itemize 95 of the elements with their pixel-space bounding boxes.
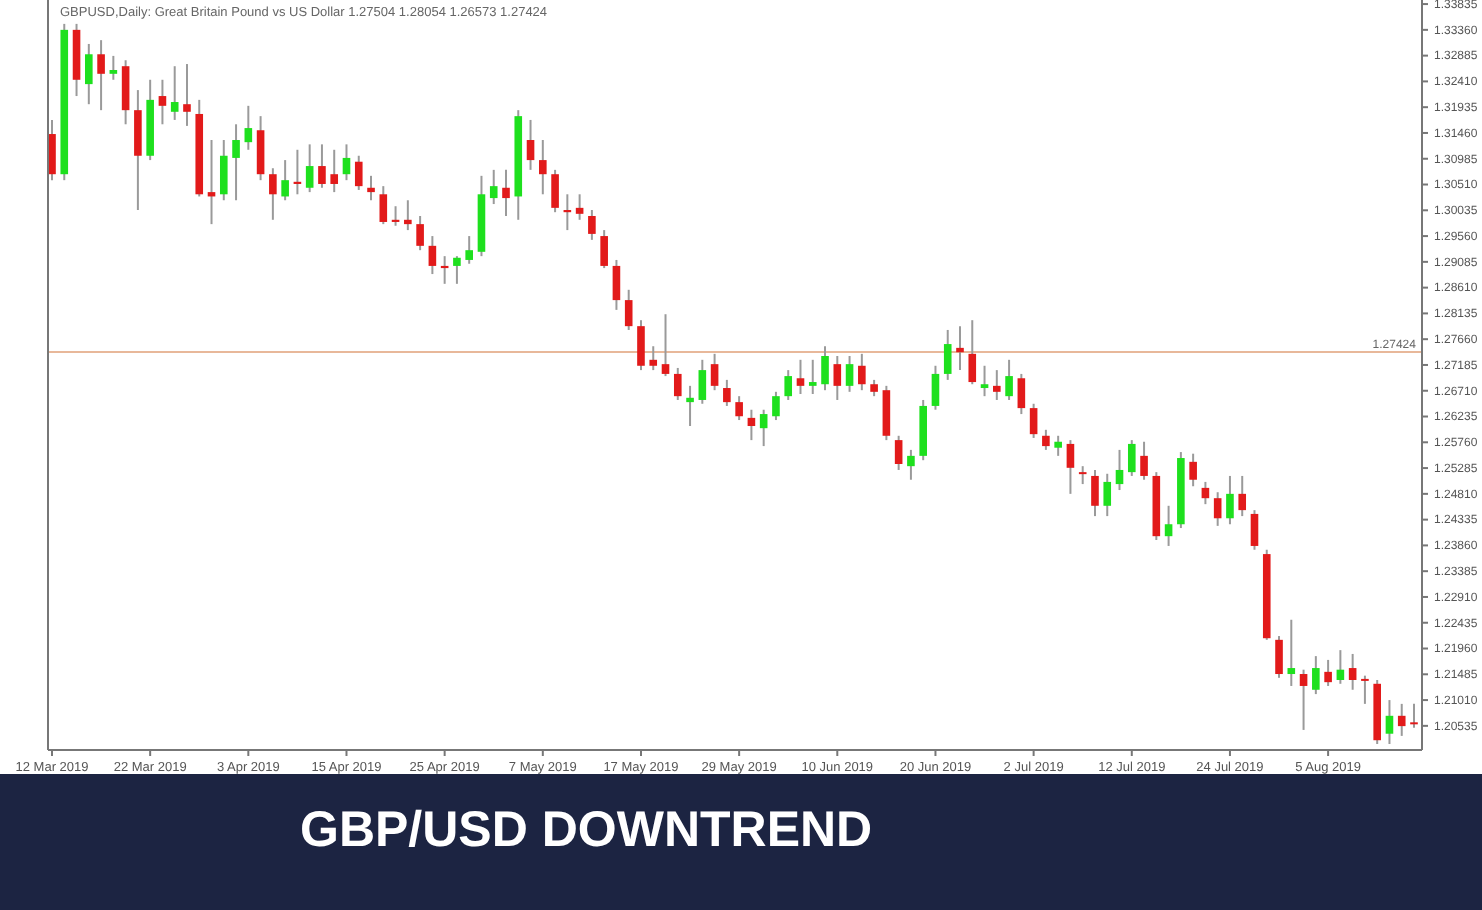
candlestick bbox=[1042, 428, 1050, 451]
candlestick bbox=[723, 378, 731, 407]
candlestick bbox=[993, 369, 1001, 401]
candlestick bbox=[1397, 702, 1406, 737]
candlestick bbox=[1336, 649, 1345, 685]
candlestick bbox=[1029, 402, 1038, 439]
candlestick bbox=[97, 39, 105, 112]
candlestick bbox=[1348, 652, 1357, 691]
candlestick bbox=[661, 313, 670, 378]
candlestick bbox=[109, 54, 118, 81]
candlestick bbox=[1127, 439, 1136, 477]
candlestick bbox=[882, 384, 891, 442]
candlestick bbox=[404, 199, 412, 232]
candlestick bbox=[1213, 491, 1222, 527]
candlestick bbox=[1299, 668, 1308, 731]
candlestick bbox=[1226, 474, 1234, 526]
candlestick bbox=[1103, 472, 1112, 518]
candlestick bbox=[1275, 635, 1283, 679]
candlestick bbox=[526, 118, 535, 171]
candlestick bbox=[624, 288, 633, 331]
candlestick bbox=[318, 143, 326, 189]
candlestick bbox=[1385, 699, 1394, 746]
candlestick bbox=[305, 143, 314, 194]
candlestick bbox=[453, 255, 461, 285]
candlestick bbox=[858, 352, 866, 392]
candlestick bbox=[1201, 480, 1210, 506]
candlestick bbox=[281, 159, 289, 202]
candlestick bbox=[637, 319, 645, 372]
candlestick bbox=[232, 123, 240, 202]
candlestick bbox=[931, 364, 940, 411]
candlestick bbox=[833, 355, 842, 401]
candlestick bbox=[600, 229, 608, 270]
candlestick bbox=[48, 118, 56, 182]
candlestick bbox=[821, 345, 829, 392]
candlestick bbox=[489, 168, 498, 206]
candlestick bbox=[183, 63, 191, 127]
candlestick bbox=[219, 139, 228, 202]
candlestick bbox=[1361, 674, 1369, 705]
candlestick bbox=[551, 168, 559, 214]
candlestick bbox=[796, 358, 805, 395]
text: GBP/USD DOWNTREND bbox=[300, 802, 873, 858]
candlestick bbox=[121, 59, 130, 126]
candlestick bbox=[1287, 618, 1296, 687]
candlestick bbox=[894, 434, 903, 471]
candlestick bbox=[170, 65, 179, 121]
candlestick bbox=[416, 214, 424, 252]
candlestick bbox=[367, 174, 375, 202]
candlestick bbox=[1324, 658, 1332, 687]
candlestick bbox=[256, 115, 265, 182]
candlestick bbox=[1164, 504, 1173, 547]
candlestick bbox=[85, 42, 93, 106]
candlestick bbox=[686, 384, 694, 428]
candlestick bbox=[772, 390, 780, 422]
candlestick bbox=[907, 448, 915, 481]
candlestick bbox=[1054, 434, 1062, 457]
candlestick bbox=[710, 352, 719, 392]
candlestick bbox=[269, 167, 277, 221]
candlestick bbox=[379, 185, 388, 226]
candlestick bbox=[588, 209, 596, 241]
candlestick bbox=[747, 408, 756, 442]
candlestick bbox=[943, 328, 952, 381]
candlestick bbox=[575, 193, 584, 221]
candlestick bbox=[1189, 452, 1197, 488]
candlestick bbox=[1312, 655, 1320, 696]
candlestick bbox=[956, 325, 964, 372]
candlestick bbox=[980, 364, 989, 398]
candlestick bbox=[330, 148, 339, 194]
candlestick bbox=[1410, 702, 1418, 729]
candlestick bbox=[342, 143, 351, 182]
candlestick bbox=[1238, 474, 1247, 518]
candlestick bbox=[735, 395, 743, 422]
candlestick bbox=[698, 358, 707, 405]
candlestick bbox=[808, 358, 817, 395]
candlestick bbox=[784, 369, 793, 401]
candlestick bbox=[428, 235, 437, 276]
candlestick bbox=[673, 366, 682, 401]
candlestick bbox=[1140, 440, 1148, 481]
candlestick bbox=[1250, 509, 1259, 551]
candlestick bbox=[759, 408, 768, 448]
candlestick bbox=[158, 78, 167, 126]
candlestick bbox=[1115, 448, 1124, 492]
candlestick bbox=[1066, 439, 1075, 495]
candlestick bbox=[134, 89, 142, 212]
candlestick bbox=[649, 345, 658, 372]
candlestick bbox=[612, 258, 621, 311]
candlestick bbox=[354, 154, 363, 191]
candlestick bbox=[502, 168, 510, 217]
candlestick bbox=[1005, 358, 1013, 401]
candlestick bbox=[1091, 468, 1099, 518]
candlestick bbox=[244, 104, 253, 151]
candlestick bbox=[539, 139, 547, 196]
candlestick bbox=[1017, 372, 1026, 416]
candlestick bbox=[968, 319, 977, 386]
candlestick bbox=[845, 355, 854, 393]
candlestick bbox=[465, 235, 473, 265]
